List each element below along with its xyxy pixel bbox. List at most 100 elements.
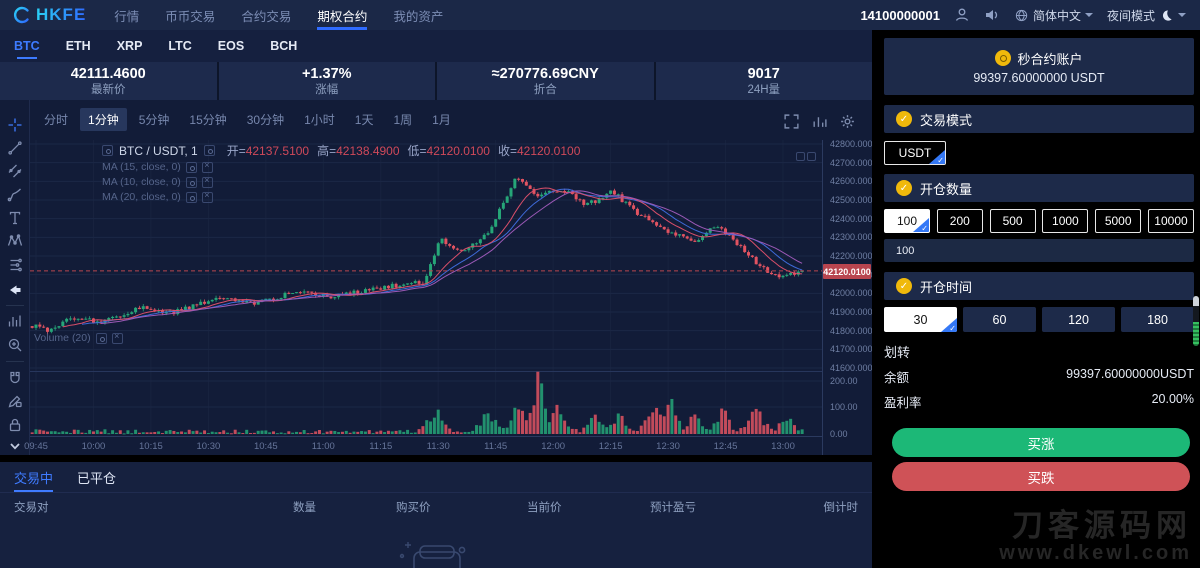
time-option-30[interactable]: 30	[884, 307, 957, 332]
xabcd-pattern-icon[interactable]	[7, 233, 23, 249]
coin-tab-bch[interactable]: BCH	[270, 39, 298, 53]
ma-settings-icon[interactable]	[185, 176, 197, 188]
balance-label: 余额	[884, 371, 910, 385]
fullscreen-icon[interactable]	[783, 113, 800, 130]
price-axis-line	[822, 140, 823, 455]
speaker-icon[interactable]	[984, 7, 1000, 23]
stat-value: 42111.4600	[70, 65, 146, 82]
ma-settings-icon[interactable]	[185, 161, 197, 173]
timeframe-1小时[interactable]: 1小时	[304, 112, 335, 127]
parallel-channel-icon[interactable]	[7, 163, 23, 179]
time-tick: 12:15	[598, 441, 623, 452]
ma-close-icon[interactable]	[201, 175, 213, 188]
buy-up-button[interactable]: 买涨	[892, 428, 1190, 457]
timeframe-1分钟[interactable]: 1分钟	[80, 107, 127, 131]
menu-item-futures[interactable]: 合约交易	[241, 9, 292, 24]
trend-line-icon[interactable]	[7, 140, 23, 156]
menu-item-market[interactable]: 行情	[114, 9, 140, 24]
arrow-left-icon[interactable]	[7, 282, 23, 298]
drawing-lock-icon[interactable]	[7, 393, 23, 409]
ma-close-icon[interactable]	[201, 190, 213, 203]
profit-rate-value: 20.00%	[1151, 392, 1194, 406]
amount-option-5000[interactable]: 5000	[1095, 209, 1142, 233]
watermark: 刀客源码网 www.dkewl.com	[999, 510, 1192, 564]
time-tick: 09:45	[24, 441, 48, 452]
gear-icon[interactable]	[839, 113, 856, 130]
amount-option-100[interactable]: 100	[884, 209, 930, 233]
transfer-link[interactable]: 划转	[884, 345, 911, 360]
amount-input[interactable]: 100	[884, 239, 1194, 262]
chevron-down-icon	[1178, 13, 1186, 17]
positions-tab-closed[interactable]: 已平仓	[77, 470, 117, 486]
amount-option-label: 500	[1002, 214, 1023, 228]
candlestick-chart[interactable]	[30, 140, 822, 436]
coin-tab-eos[interactable]: EOS	[217, 39, 245, 53]
coin-tab-xrp[interactable]: XRP	[116, 39, 143, 53]
check-circle-icon: ✓	[896, 111, 912, 127]
timeframe-分时[interactable]: 分时	[44, 112, 69, 127]
amount-option-label: 5000	[1104, 214, 1132, 228]
timeframe-1天[interactable]: 1天	[354, 112, 374, 127]
check-circle-icon: ✓	[896, 278, 912, 294]
amount-option-1000[interactable]: 1000	[1042, 209, 1089, 233]
timeframe-1周[interactable]: 1周	[393, 112, 413, 127]
amount-option-10000[interactable]: 10000	[1147, 209, 1194, 233]
profit-rate-label: 盈利率	[884, 396, 922, 410]
user-icon[interactable]	[954, 7, 970, 23]
timeframe-30分钟[interactable]: 30分钟	[246, 112, 285, 127]
price-tick: 41800.0000	[830, 325, 878, 336]
timeframe-5分钟[interactable]: 5分钟	[138, 112, 170, 127]
menu-item-options[interactable]: 期权合约	[317, 0, 368, 30]
positions-panel: 交易中 已平仓 交易对 数量 购买价 当前价 预计盈亏 倒计时	[0, 462, 872, 568]
time-option-60[interactable]: 60	[963, 307, 1036, 332]
timeframe-15分钟[interactable]: 15分钟	[189, 112, 227, 127]
chart-area: 分时 1分钟 5分钟 15分钟 30分钟 1小时 1天 1周 1月 BTC / USDT, 1 …	[0, 100, 878, 455]
language-selector[interactable]: 简体中文	[1014, 7, 1093, 24]
balance-row: 余额 99397.60000000USDT	[884, 367, 1194, 386]
chevron-down-icon[interactable]	[7, 438, 23, 454]
magnet-icon[interactable]	[7, 370, 23, 386]
coin-tab-eth[interactable]: ETH	[65, 39, 91, 53]
time-tick: 11:00	[311, 441, 335, 452]
collapse-legend-icon[interactable]	[102, 145, 113, 156]
brush-icon[interactable]	[7, 187, 23, 203]
measure-icon[interactable]	[7, 313, 23, 329]
price-tick: 42000.0000	[830, 288, 878, 299]
symbol-settings-icon[interactable]	[203, 145, 215, 156]
mode-option-usdt[interactable]: USDT	[884, 141, 946, 165]
table-header-cell: 预计盈亏	[650, 502, 696, 514]
menu-item-assets[interactable]: 我的资产	[393, 9, 444, 24]
theme-selector[interactable]: 夜间模式	[1107, 7, 1186, 24]
zoom-in-icon[interactable]	[7, 337, 23, 353]
forecast-icon[interactable]	[7, 257, 23, 273]
ma-settings-icon[interactable]	[185, 191, 197, 203]
time-tick: 10:30	[196, 441, 221, 452]
coin-tab-btc[interactable]: BTC	[14, 30, 40, 62]
amount-option-500[interactable]: 500	[989, 209, 1036, 233]
amount-option-200[interactable]: 200	[936, 209, 983, 233]
time-option-120[interactable]: 120	[1042, 307, 1115, 332]
crosshair-icon[interactable]	[7, 117, 23, 133]
pane-collapse-icon[interactable]	[796, 152, 805, 161]
buy-down-button[interactable]: 买跌	[892, 462, 1190, 491]
logo[interactable]: HKFE	[0, 0, 100, 30]
volume-tick: 200.00	[830, 376, 858, 386]
positions-tab-open[interactable]: 交易中	[14, 462, 54, 492]
menu-item-spot[interactable]: 币币交易	[165, 9, 216, 24]
time-option-180[interactable]: 180	[1121, 307, 1194, 332]
timeframe-1月[interactable]: 1月	[432, 112, 451, 127]
pane-collapse-icon[interactable]	[807, 152, 816, 161]
text-icon[interactable]	[7, 210, 23, 226]
logo-c-icon	[13, 6, 29, 24]
volume-close-icon[interactable]	[111, 331, 123, 344]
time-options: 30 60 120 180	[884, 307, 1194, 332]
lock-icon[interactable]	[7, 417, 23, 433]
ma-close-icon[interactable]	[201, 160, 213, 173]
price-tick: 41600.0000	[830, 363, 878, 373]
volume-settings-icon[interactable]	[95, 332, 107, 344]
coin-tab-ltc[interactable]: LTC	[168, 39, 192, 53]
amount-option-label: 1000	[1052, 214, 1079, 228]
indicators-icon[interactable]	[811, 113, 828, 130]
scrollbar-thumb[interactable]	[1193, 296, 1199, 346]
selected-check-icon	[929, 150, 945, 164]
